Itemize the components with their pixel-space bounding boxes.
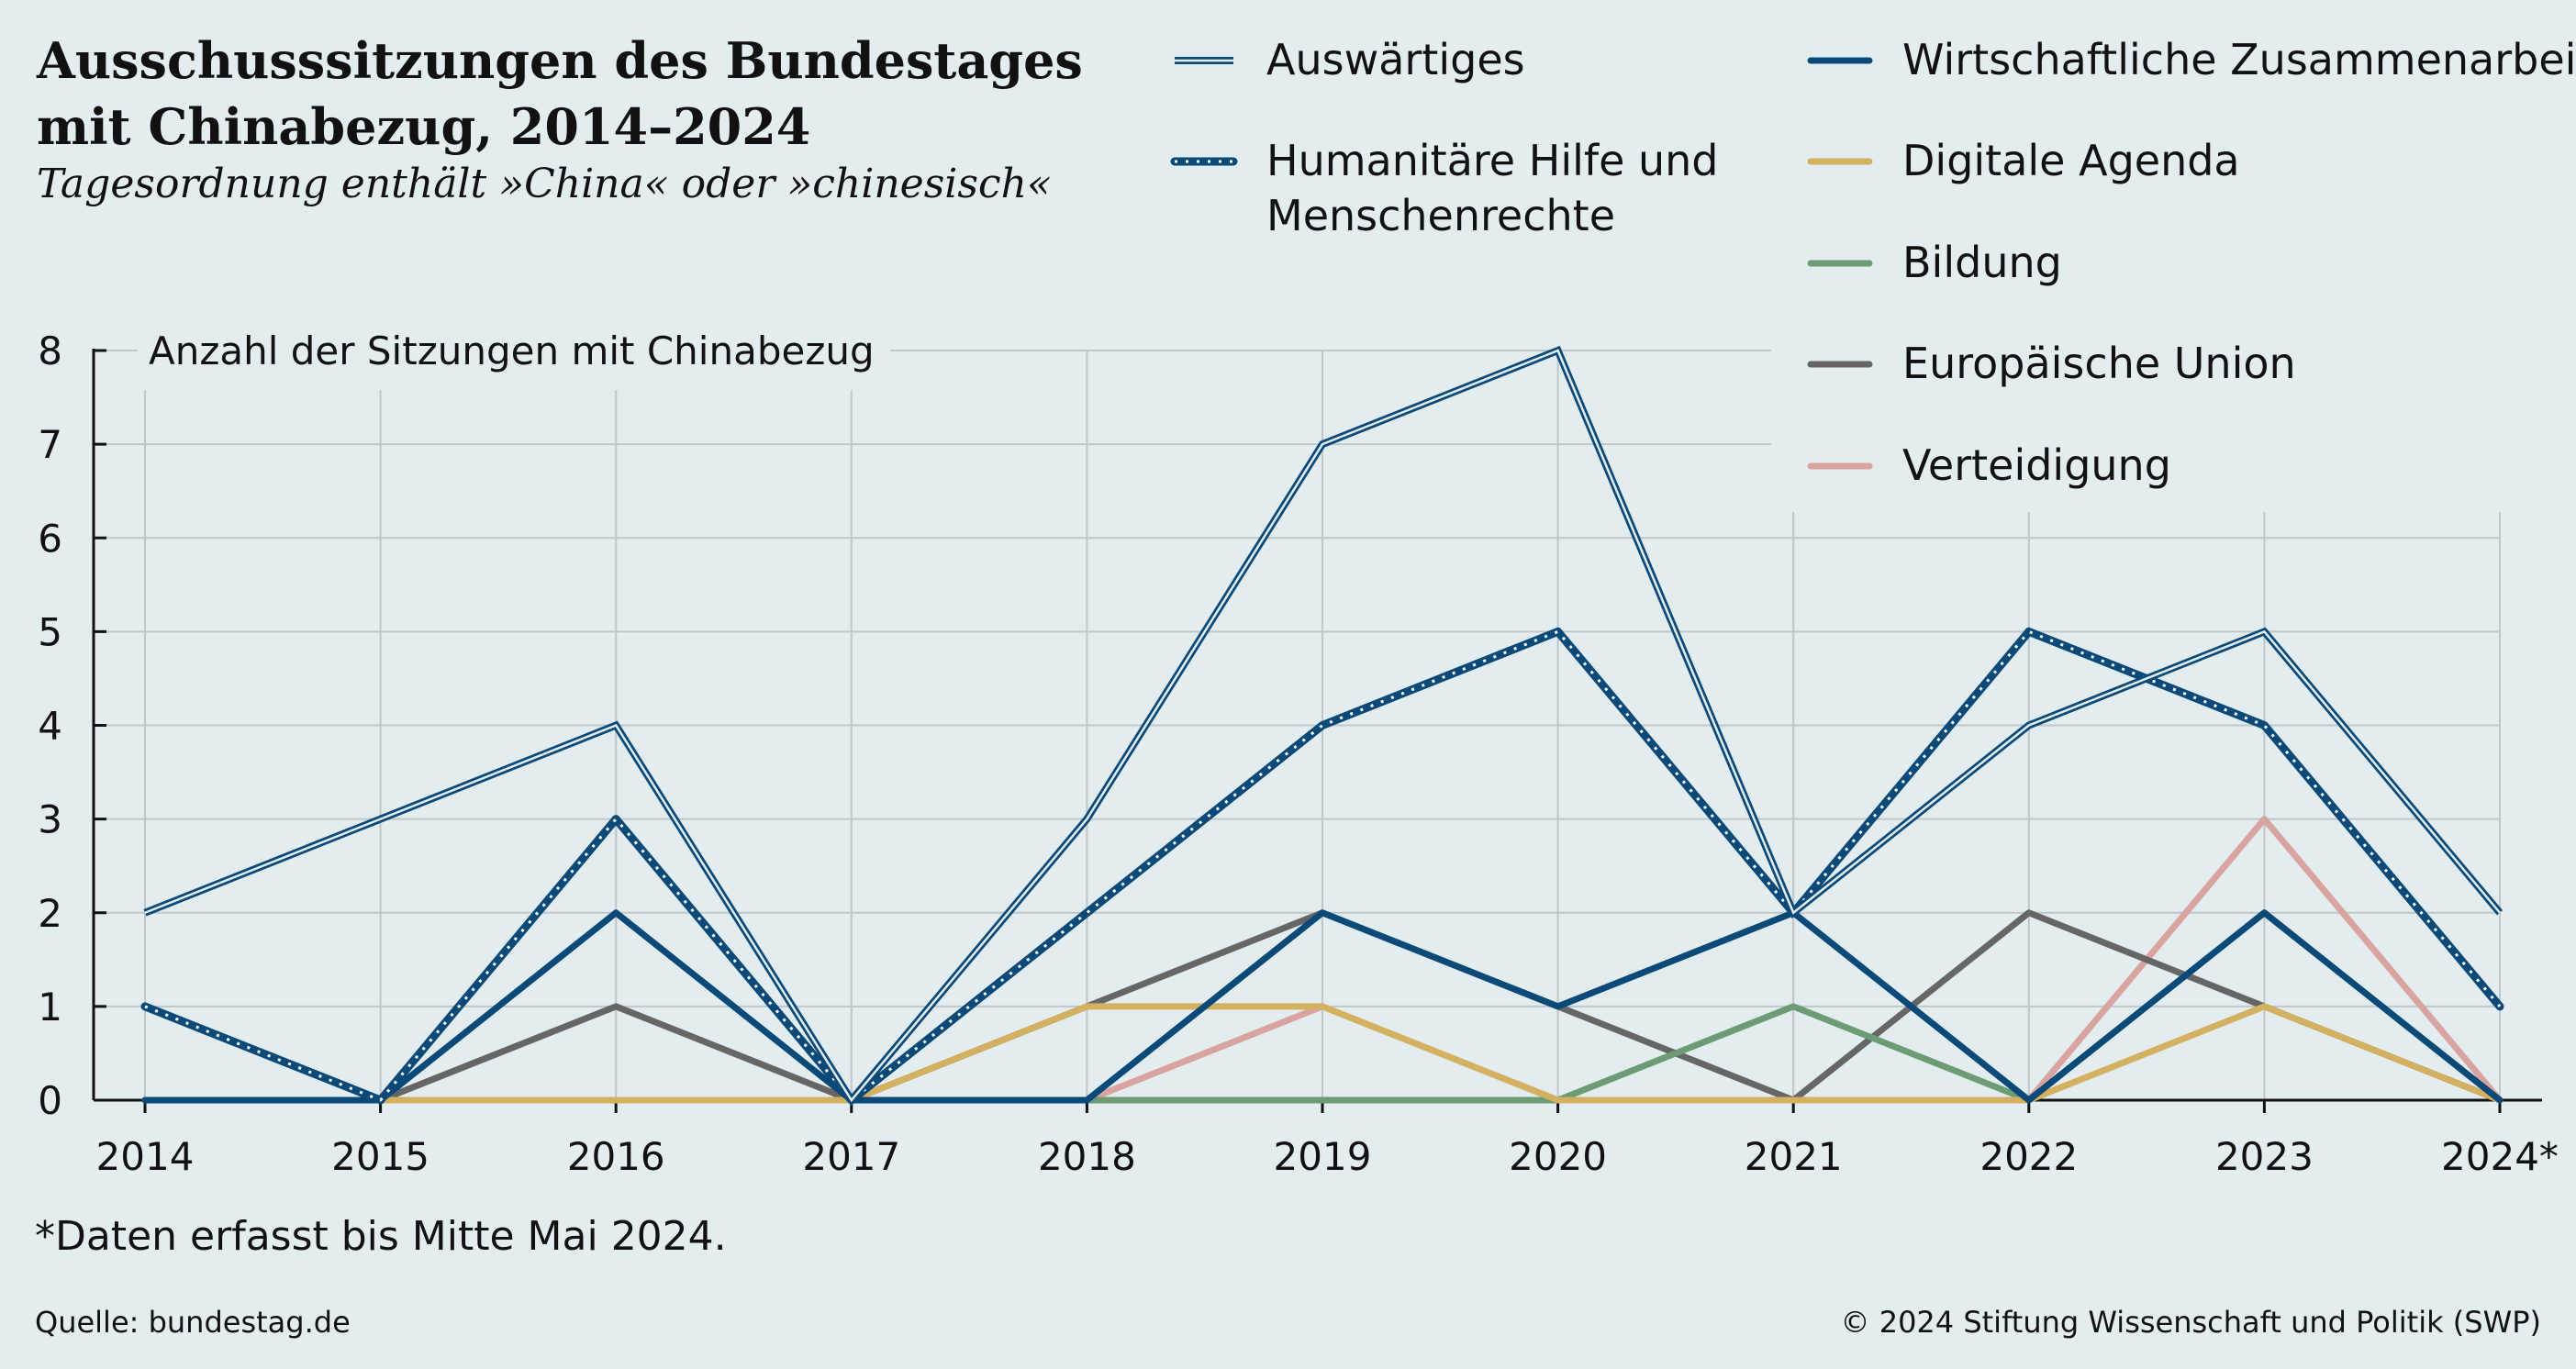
data-point xyxy=(2028,912,2030,914)
series-group xyxy=(140,345,2504,1107)
legend-item: Europäische Union xyxy=(1807,339,2296,388)
legend-item: Auswärtiges xyxy=(1175,35,1525,84)
data-point xyxy=(615,818,617,820)
legend: Auswärtiges Humanitäre Hilfe und Menschenr… xyxy=(1170,35,2576,490)
data-point xyxy=(144,1006,146,1007)
y-tick-label: 5 xyxy=(38,609,62,654)
series-line xyxy=(141,1003,2504,1104)
data-point xyxy=(380,818,382,820)
data-point xyxy=(1792,1099,1794,1101)
data-point xyxy=(1321,912,1323,914)
data-point xyxy=(1321,443,1323,445)
y-tick-label: 8 xyxy=(38,328,62,373)
data-point xyxy=(2028,630,2030,632)
source-note: Quelle: bundestag.de xyxy=(35,1305,351,1340)
legend-label-line: Menschenrechte xyxy=(1266,191,1615,240)
data-point xyxy=(144,1099,146,1101)
chart-subtitle: Tagesordnung enthält »China« oder »chine… xyxy=(37,161,1052,207)
series-line xyxy=(141,909,2504,1104)
data-point xyxy=(2499,1099,2501,1101)
legend-label: Digitale Agenda xyxy=(1902,136,2240,185)
chart-title-line-1: Ausschusssitzungen des Bundestages xyxy=(37,31,1083,90)
data-point xyxy=(615,725,617,727)
legend-label-line: Humanitäre Hilfe und xyxy=(1266,136,1719,185)
data-point xyxy=(851,1099,853,1101)
series-line-dots xyxy=(144,629,2502,1102)
data-point xyxy=(1557,350,1559,351)
y-tick-label: 7 xyxy=(38,422,62,467)
data-point xyxy=(2028,1099,2030,1101)
data-point xyxy=(1086,1006,1087,1007)
grid-lines xyxy=(101,350,2501,1100)
data-point xyxy=(1557,1099,1559,1101)
series-digitale-agenda xyxy=(141,1003,2504,1104)
legend-label: Humanitäre Hilfe und Menschenrechte xyxy=(1266,136,1719,240)
data-point xyxy=(2263,1006,2265,1007)
data-point xyxy=(615,1099,617,1101)
y-tick-label: 6 xyxy=(38,516,62,561)
data-point xyxy=(1086,912,1087,914)
y-tick-label: 2 xyxy=(38,891,62,936)
data-point xyxy=(2263,818,2265,820)
legend-label: Wirtschaftliche Zusammenarbeit xyxy=(1902,35,2576,84)
data-point xyxy=(1792,912,1794,914)
x-tick-label: 2016 xyxy=(567,1134,665,1179)
y-axis-label: Anzahl der Sitzungen mit Chinabezug xyxy=(149,328,875,373)
x-tick-label: 2022 xyxy=(1979,1134,2078,1179)
legend-label: Bildung xyxy=(1902,238,2062,287)
chart-title-line-2: mit Chinabezug, 2014–2024 xyxy=(37,97,811,156)
legend-label: Europäische Union xyxy=(1902,339,2296,388)
data-point xyxy=(1557,1006,1559,1007)
legend-background-right xyxy=(1771,275,2560,512)
y-tick-label: 4 xyxy=(38,704,62,749)
series-wirtschaftliche-zusammenarbeit xyxy=(141,909,2504,1104)
data-point xyxy=(380,1099,382,1101)
series-line-inner xyxy=(144,349,2501,1103)
data-point xyxy=(615,1006,617,1007)
legend-label: Verteidigung xyxy=(1902,440,2171,490)
data-point xyxy=(615,912,617,914)
legend-item: Bildung xyxy=(1807,238,2062,287)
series-auswärtiges xyxy=(143,345,2504,1107)
data-point xyxy=(2263,912,2265,914)
legend-label: Auswärtiges xyxy=(1266,35,1525,84)
data-point xyxy=(2499,1006,2501,1007)
data-point xyxy=(2263,725,2265,727)
data-point xyxy=(2499,912,2501,914)
y-tick-label: 0 xyxy=(38,1078,62,1123)
footnote: *Daten erfasst bis Mitte Mai 2024. xyxy=(35,1213,727,1260)
x-tick-label: 2023 xyxy=(2215,1134,2314,1179)
x-tick-label: 2020 xyxy=(1509,1134,1607,1179)
legend-item: Humanitäre Hilfe und Menschenrechte xyxy=(1170,136,1719,240)
copyright-note: © 2024 Stiftung Wissenschaft und Politik… xyxy=(1840,1305,2541,1340)
y-tick-label: 3 xyxy=(38,797,62,842)
data-point xyxy=(2028,725,2030,727)
data-point xyxy=(1321,1006,1323,1007)
y-tick-label: 1 xyxy=(38,985,62,1030)
series-humanitäre-hilfe-und-menschenrechte xyxy=(140,627,2504,1105)
legend-background-top xyxy=(1138,0,2576,280)
legend-item: Verteidigung xyxy=(1807,440,2171,490)
data-point xyxy=(1086,1099,1087,1101)
x-tick-label: 2021 xyxy=(1745,1134,1843,1179)
x-tick-label: 2017 xyxy=(802,1134,900,1179)
data-point xyxy=(1792,1006,1794,1007)
x-tick-label: 2018 xyxy=(1038,1134,1136,1179)
data-point xyxy=(1557,630,1559,632)
x-tick-label: 2024* xyxy=(2441,1134,2559,1179)
x-tick-label: 2014 xyxy=(96,1134,195,1179)
data-point xyxy=(1321,1099,1323,1101)
data-point xyxy=(1086,818,1087,820)
data-point xyxy=(144,912,146,914)
legend-item: Wirtschaftliche Zusammenarbeit xyxy=(1807,35,2576,84)
x-tick-label: 2019 xyxy=(1274,1134,1372,1179)
data-point xyxy=(1321,725,1323,727)
data-point xyxy=(2263,630,2265,632)
x-tick-label: 2015 xyxy=(331,1134,429,1179)
ylabel-background xyxy=(138,312,890,390)
legend-item: Digitale Agenda xyxy=(1807,136,2240,185)
chart-title: Ausschusssitzungen des Bundestages mit C… xyxy=(37,28,1138,160)
